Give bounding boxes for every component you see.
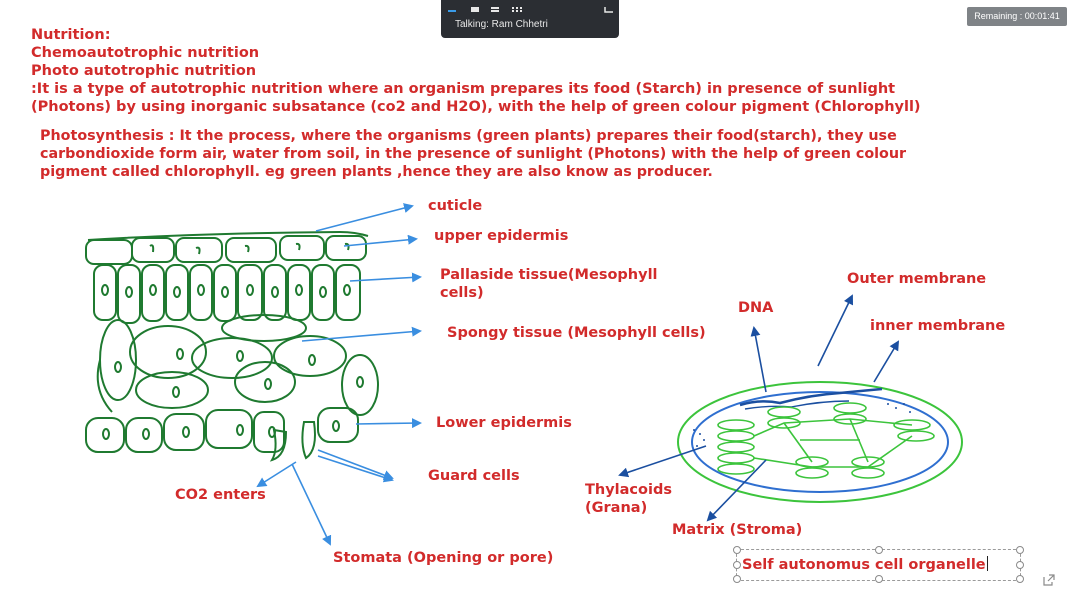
stomata-arrow	[291, 463, 332, 546]
photosynthesis-notes: Photosynthesis : It the process, where t…	[40, 127, 906, 181]
leaf-arrows	[256, 203, 422, 546]
label-cuticle: cuticle	[428, 198, 483, 214]
label-co2: CO2 enters	[175, 487, 266, 503]
note-line: :It is a type of autotrophic nutrition w…	[31, 81, 896, 97]
resize-handle[interactable]	[875, 546, 883, 554]
cuticle-arrow	[315, 203, 414, 232]
label-matrix: Matrix (Stroma)	[672, 522, 803, 538]
inner-membrane-arrow	[873, 340, 900, 383]
text-caret	[986, 556, 988, 571]
call-toolbar: Talking: Ram Chhetri	[441, 0, 619, 38]
remaining-time-badge: Remaining : 00:01:41	[967, 7, 1067, 26]
note-line: (Photons) by using inorganic subsatance …	[31, 99, 921, 115]
outer-membrane-arrow	[817, 294, 854, 367]
share-screen-icon[interactable]	[490, 0, 500, 12]
palisade-arrow	[349, 272, 422, 283]
resize-handle[interactable]	[1016, 575, 1024, 583]
palisade-cells	[93, 264, 361, 324]
note-line: carbondioxide form air, water from soil,…	[40, 146, 907, 162]
resize-handle[interactable]	[1016, 561, 1024, 569]
label-guard-cells: Guard cells	[428, 468, 520, 484]
grid-view-icon[interactable]	[512, 0, 522, 12]
thylakoid-arrow	[618, 445, 707, 478]
thylakoid-stacks	[717, 402, 935, 479]
guard-cell-arrow-2	[317, 455, 394, 483]
note-line: Photo autotrophic nutrition	[31, 63, 257, 79]
label-grana: (Grana)	[585, 500, 648, 516]
leaf-cross-section	[85, 230, 379, 462]
resize-handle[interactable]	[733, 575, 741, 583]
active-text-box[interactable]: Self autonomus cell organelle	[733, 546, 1024, 583]
note-line: Photosynthesis : It the process, where t…	[40, 128, 897, 144]
label-palisade: Pallaside tissue(Mesophyll	[440, 267, 658, 283]
video-icon[interactable]	[470, 0, 480, 12]
upper-epidermis-arrow	[343, 234, 418, 247]
label-stomata: Stomata (Opening or pore)	[333, 550, 554, 566]
label-upper-epidermis: upper epidermis	[434, 228, 569, 244]
nutrition-notes: Nutrition: Chemoautotrophic nutrition Ph…	[31, 26, 921, 116]
resize-handle[interactable]	[733, 546, 741, 554]
cuticle-line	[87, 230, 369, 241]
pop-out-icon[interactable]	[604, 0, 614, 13]
microphone-icon[interactable]	[447, 0, 457, 12]
spongy-cells	[96, 314, 379, 416]
matrix-arrow	[706, 459, 767, 522]
resize-handle[interactable]	[733, 561, 741, 569]
lower-epidermis-cells	[85, 407, 359, 462]
dna-arrow	[750, 326, 767, 393]
chloroplast	[677, 381, 963, 503]
co2-arrow	[256, 461, 297, 488]
label-palisade-line2: cells)	[440, 285, 484, 301]
dna-strand	[739, 387, 883, 407]
upper-epidermis-cells	[85, 235, 367, 265]
label-thylakoids: Thylacoids	[585, 482, 672, 498]
lower-epidermis-arrow	[355, 418, 422, 429]
text-box-content[interactable]: Self autonomus cell organelle	[742, 556, 988, 573]
note-line: Chemoautotrophic nutrition	[31, 45, 260, 61]
label-spongy: Spongy tissue (Mesophyll cells)	[447, 325, 706, 341]
label-inner-membrane: inner membrane	[870, 318, 1006, 334]
ribosome-dots	[693, 403, 911, 447]
expand-icon[interactable]	[1042, 572, 1056, 591]
note-line: Nutrition:	[31, 27, 111, 43]
label-outer-membrane: Outer membrane	[847, 271, 987, 287]
label-dna: DNA	[738, 300, 774, 316]
resize-handle[interactable]	[1016, 546, 1024, 554]
label-lower-epidermis: Lower epidermis	[436, 415, 572, 431]
note-line: pigment called chlorophyll. eg green pla…	[40, 164, 713, 180]
text-box-value[interactable]: Self autonomus cell organelle	[742, 557, 986, 573]
guard-cell-arrow-1	[317, 449, 394, 480]
spongy-arrow	[301, 326, 422, 342]
chloroplast-arrows	[618, 294, 900, 522]
talking-status: Talking: Ram Chhetri	[455, 19, 548, 30]
resize-handle[interactable]	[875, 575, 883, 583]
